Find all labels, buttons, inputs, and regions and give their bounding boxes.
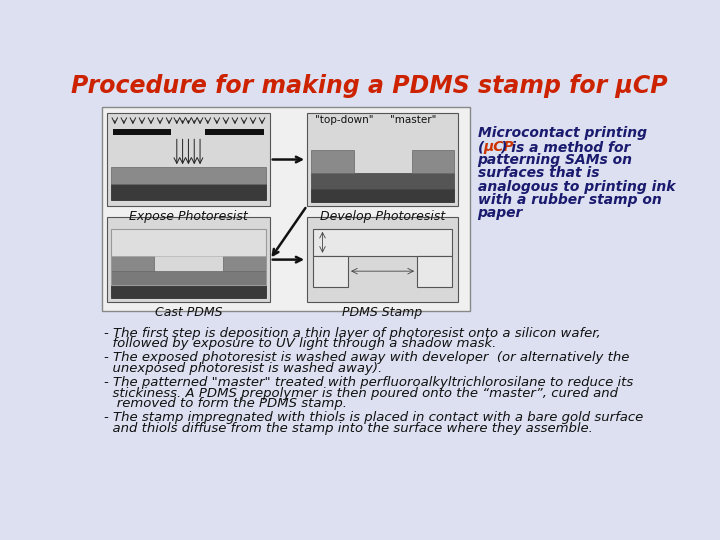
Text: - The first step is deposition a thin layer of photoresist onto a silicon wafer,: - The first step is deposition a thin la… [104, 327, 600, 340]
Text: - The patterned "master" treated with perfluoroalkyltrichlorosilane to reduce it: - The patterned "master" treated with pe… [104, 376, 633, 389]
Text: "top-down": "top-down" [315, 114, 373, 125]
Bar [111, 229, 266, 256]
Bar [307, 113, 458, 206]
Text: (: ( [477, 140, 484, 154]
Text: PDMS Stamp: PDMS Stamp [342, 306, 422, 319]
Bar [313, 229, 452, 256]
Text: Expose Photoresist: Expose Photoresist [129, 210, 248, 223]
Text: stickiness. A PDMS prepolymer is then poured onto the “master”, cured and: stickiness. A PDMS prepolymer is then po… [104, 387, 618, 400]
Text: with a rubber stamp on: with a rubber stamp on [477, 193, 661, 207]
Bar [111, 285, 266, 298]
Text: Cast PDMS: Cast PDMS [155, 306, 222, 319]
Bar [111, 184, 266, 200]
Text: - The stamp impregnated with thiols is placed in contact with a bare gold surfac: - The stamp impregnated with thiols is p… [104, 411, 643, 424]
Text: surfaces that is: surfaces that is [477, 166, 599, 180]
Text: "master": "master" [390, 114, 436, 125]
Bar [102, 107, 469, 311]
Bar [107, 217, 270, 302]
Bar [313, 256, 348, 287]
Text: ) is a method for: ) is a method for [500, 140, 631, 154]
Text: - The exposed photoresist is washed away with developer  (or alternatively the: - The exposed photoresist is washed away… [104, 351, 629, 364]
Bar [111, 167, 266, 184]
Bar [111, 256, 153, 271]
Bar [107, 113, 270, 206]
Text: analogous to printing ink: analogous to printing ink [477, 179, 675, 193]
Bar [111, 271, 266, 285]
Text: patterning SAMs on: patterning SAMs on [477, 153, 632, 167]
Bar [311, 173, 454, 189]
Bar [311, 150, 354, 173]
Text: μCP: μCP [483, 140, 513, 154]
Text: Develop Photoresist: Develop Photoresist [320, 210, 445, 223]
Text: Microcontact printing: Microcontact printing [477, 126, 647, 140]
Text: Procedure for making a PDMS stamp for μCP: Procedure for making a PDMS stamp for μC… [71, 75, 667, 98]
Bar [311, 189, 454, 202]
Bar [113, 129, 171, 135]
Bar [417, 256, 452, 287]
Bar [111, 229, 266, 285]
Bar [412, 150, 454, 173]
Bar [205, 129, 264, 135]
Bar [223, 256, 266, 271]
Text: and thiols diffuse from the stamp into the surface where they assemble.: and thiols diffuse from the stamp into t… [104, 422, 593, 435]
Bar [307, 217, 458, 302]
Text: followed by exposure to UV light through a shadow mask.: followed by exposure to UV light through… [104, 338, 496, 350]
Text: unexposed photoresist is washed away).: unexposed photoresist is washed away). [104, 362, 382, 375]
Text: paper: paper [477, 206, 523, 220]
Text: removed to form the PDMS stamp.: removed to form the PDMS stamp. [104, 397, 347, 410]
